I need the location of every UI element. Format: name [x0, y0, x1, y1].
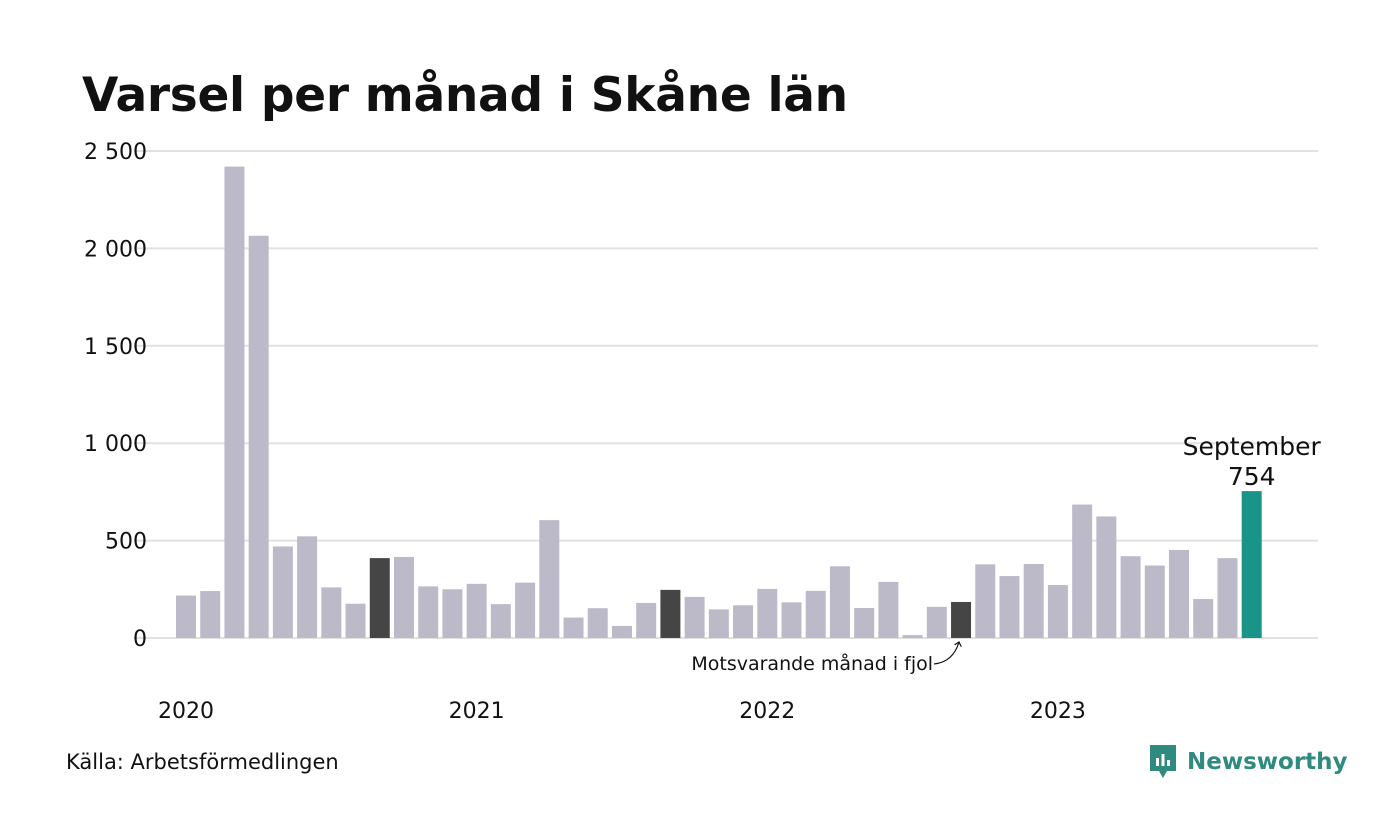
bar [563, 617, 584, 638]
y-tick-label: 2 500 [84, 140, 147, 165]
bar [466, 583, 487, 638]
bar [418, 586, 439, 638]
bar [345, 603, 366, 638]
bar [515, 582, 536, 638]
x-axis-labels: 2020 2021 2022 2023 [158, 699, 1086, 724]
bar [321, 587, 342, 638]
bar [490, 604, 511, 638]
bar [660, 589, 681, 638]
bar [999, 576, 1020, 638]
bar [829, 566, 850, 638]
y-tick-label: 0 [133, 627, 147, 652]
bar [176, 595, 196, 638]
bar [1193, 599, 1214, 638]
bar [1120, 556, 1141, 638]
bar [1144, 565, 1165, 638]
bar [393, 556, 414, 638]
bar [611, 625, 632, 638]
y-axis-ticks: 0 500 1 000 1 500 2 000 2 500 [84, 140, 147, 652]
bar [248, 235, 269, 638]
bar [1047, 585, 1068, 638]
bar [975, 564, 996, 638]
bar [805, 590, 826, 638]
bar [587, 608, 608, 638]
bar [878, 581, 899, 638]
annotation-arrow [933, 642, 959, 665]
bar [1217, 558, 1238, 638]
bar [757, 588, 778, 638]
bar [708, 609, 729, 638]
source-note: Källa: Arbetsförmedlingen [66, 750, 339, 774]
brand-name: Newsworthy [1187, 749, 1348, 775]
x-year-label: 2020 [158, 699, 214, 724]
y-tick-label: 1 500 [84, 335, 147, 360]
highlight-month-label: September [1183, 432, 1322, 461]
chart-title: Varsel per månad i Skåne län [82, 68, 848, 123]
highlight-value-label: 754 [1228, 462, 1276, 491]
y-tick-label: 1 000 [84, 432, 147, 457]
bar [1169, 549, 1190, 638]
bar [854, 608, 875, 638]
x-year-label: 2023 [1030, 699, 1086, 724]
newsworthy-logo-icon [1150, 745, 1176, 778]
bar [951, 601, 972, 638]
y-tick-label: 500 [105, 530, 147, 555]
x-year-label: 2021 [449, 699, 505, 724]
y-tick-label: 2 000 [84, 237, 147, 262]
bar [297, 536, 318, 638]
bar [200, 591, 221, 638]
bar [902, 635, 923, 638]
bar [926, 606, 947, 638]
x-year-label: 2022 [739, 699, 795, 724]
bar [1241, 491, 1262, 638]
bar [684, 596, 705, 638]
comparison-annotation: Motsvarande månad i fjol [691, 652, 933, 675]
bar [539, 520, 560, 638]
bar [1023, 563, 1044, 638]
bar [224, 166, 245, 639]
bar [733, 605, 754, 638]
bar [1096, 516, 1117, 638]
bar [272, 546, 293, 638]
bar [442, 589, 463, 638]
bars [176, 166, 1262, 639]
bar [781, 602, 802, 638]
bar [636, 602, 657, 638]
bar [369, 558, 390, 638]
bar [1072, 504, 1093, 638]
brand-logo: Newsworthy [1148, 742, 1348, 782]
